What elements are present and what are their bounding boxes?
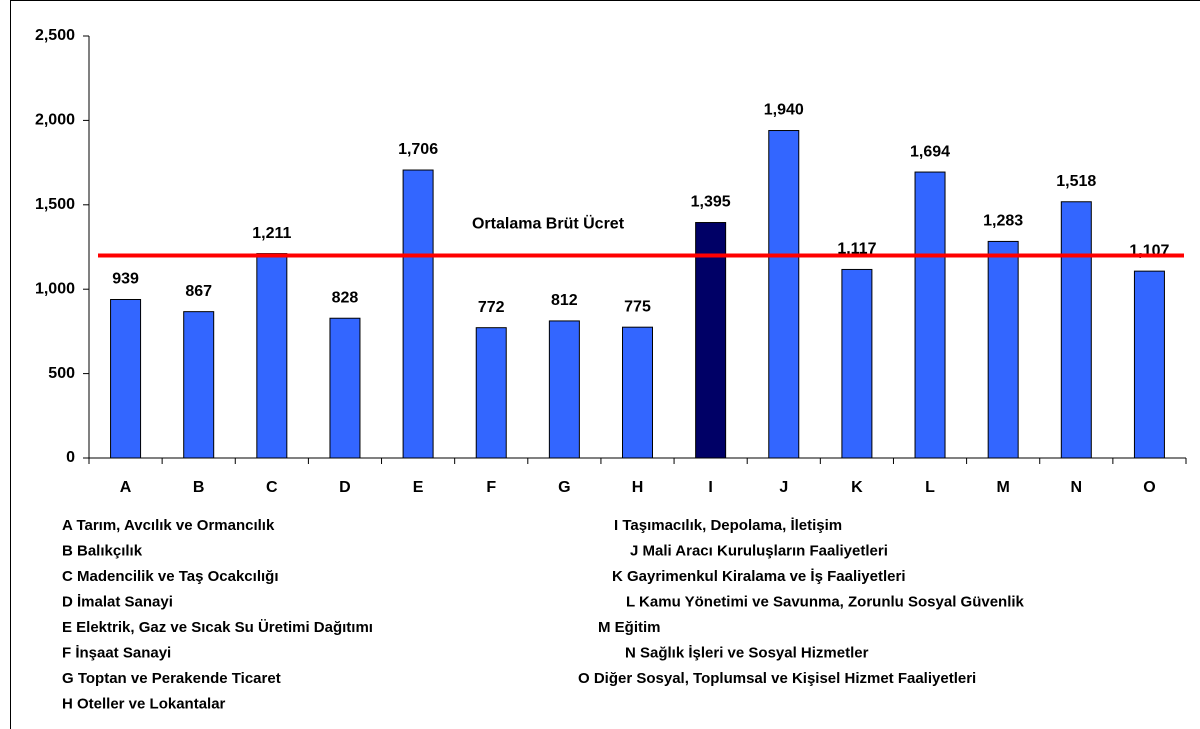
x-tick-label: C — [266, 479, 278, 496]
x-tick-label: J — [779, 479, 788, 496]
legend-item: A Tarım, Avcılık ve Ormancılık — [62, 517, 275, 534]
legend-item: O Diğer Sosyal, Toplumsal ve Kişisel Hiz… — [578, 670, 976, 687]
bar — [110, 298, 142, 459]
legend-item: N Sağlık İşleri ve Sosyal Hizmetler — [625, 644, 869, 661]
legend-item: C Madencilik ve Taş Ocakcılığı — [62, 568, 278, 585]
x-tick-label: K — [851, 479, 863, 496]
bar — [1133, 270, 1165, 459]
value-label: 1,518 — [1056, 173, 1096, 190]
value-label: 1,694 — [910, 143, 950, 160]
legend-item: H Oteller ve Lokantalar — [62, 695, 226, 712]
reference-label: Ortalama Brüt Ücret — [472, 214, 625, 233]
x-tick-label: F — [486, 479, 496, 496]
x-tick-label: D — [339, 479, 351, 496]
legend-item: I Taşımacılık, Depolama, İletişim — [614, 517, 842, 534]
bar — [622, 326, 653, 459]
x-tick-label: A — [120, 479, 132, 496]
legend-item: E Elektrik, Gaz ve Sıcak Su Üretimi Dağı… — [62, 619, 373, 636]
x-tick-label: E — [413, 479, 424, 496]
value-label: 772 — [478, 299, 505, 316]
x-tick-label: O — [1143, 479, 1155, 496]
bar — [183, 311, 215, 459]
value-label: 1,283 — [983, 213, 1023, 230]
legend-item: K Gayrimenkul Kiralama ve İş Faaliyetler… — [612, 568, 905, 585]
legend-item: J Mali Aracı Kuruluşların Faaliyetleri — [630, 542, 888, 559]
x-tick-label: I — [708, 479, 712, 496]
legend-item: G Toptan ve Perakende Ticaret — [62, 670, 281, 687]
value-label: 1,940 — [764, 102, 804, 119]
bar — [329, 317, 361, 459]
y-tick-label: 0 — [66, 449, 75, 466]
x-tick-label: M — [997, 479, 1010, 496]
value-label: 1,395 — [691, 194, 731, 211]
x-tick-label: L — [925, 479, 935, 496]
bar — [695, 222, 727, 459]
value-label: 812 — [551, 292, 578, 309]
y-tick-label: 2,500 — [35, 27, 75, 44]
bar — [914, 171, 946, 459]
value-label: 775 — [624, 298, 651, 315]
y-tick-label: 500 — [48, 365, 75, 382]
value-label: 1,117 — [837, 241, 876, 258]
legend-item: B Balıkçılık — [62, 542, 143, 559]
value-label: 828 — [332, 289, 359, 306]
legend-item: L Kamu Yönetimi ve Savunma, Zorunlu Sosy… — [626, 593, 1025, 610]
x-tick-label: B — [193, 479, 205, 496]
bar — [987, 240, 1019, 459]
x-tick-label: G — [558, 479, 570, 496]
value-label: 867 — [185, 283, 212, 300]
bar — [475, 327, 507, 459]
x-tick-label: N — [1071, 479, 1083, 496]
bar — [768, 130, 800, 459]
y-tick-label: 1,500 — [35, 196, 75, 213]
value-label: 1,211 — [252, 225, 291, 242]
bar — [256, 253, 288, 459]
y-tick-label: 1,000 — [35, 280, 75, 297]
x-tick-label: H — [632, 479, 644, 496]
legend-item: M Eğitim — [598, 619, 661, 636]
value-label: 1,706 — [398, 141, 438, 158]
bar — [548, 320, 580, 459]
legend-item: D İmalat Sanayi — [62, 593, 173, 610]
bar — [1060, 201, 1092, 459]
legend-item: F İnşaat Sanayi — [62, 644, 171, 661]
y-tick-label: 2,000 — [35, 112, 75, 129]
bar — [402, 169, 434, 459]
value-label: 939 — [112, 271, 139, 288]
bar — [841, 268, 873, 459]
frame — [10, 0, 1200, 729]
